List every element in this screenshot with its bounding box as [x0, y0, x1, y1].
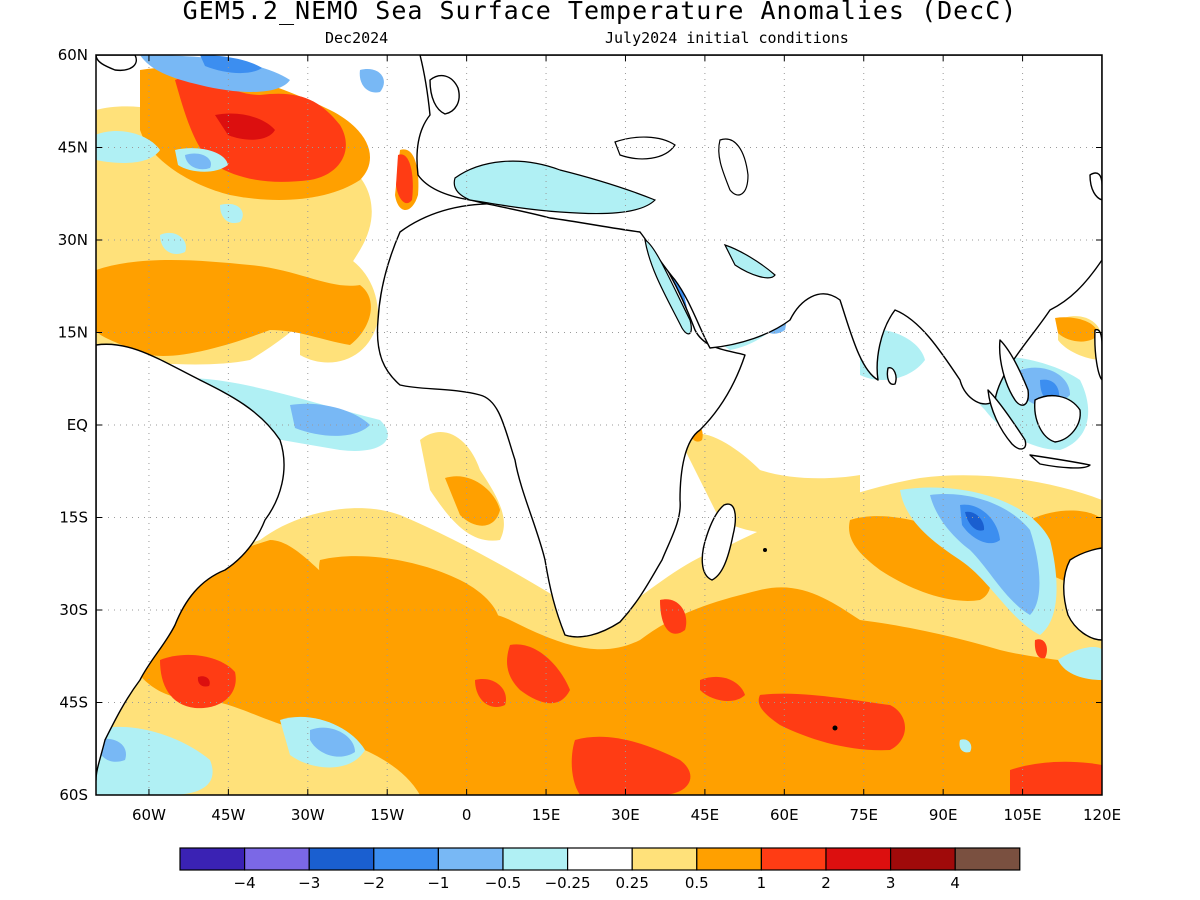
longitude-label: 105E: [1004, 806, 1042, 824]
colorbar: −4 −3 −2 −1 −0.5 −0.25 0.25 0.5 1 2 3 4: [179, 847, 1021, 892]
colorbar-label: −0.5: [485, 874, 521, 892]
colorbar-swatch: [631, 847, 698, 871]
red-sea: [644, 238, 692, 335]
colorbar-swatch: [825, 847, 892, 871]
latitude-label: 15S: [59, 509, 88, 527]
longitude-label: 15W: [370, 806, 404, 824]
greenland-iceland-outline: [96, 55, 137, 72]
map-title: GEM5.2_NEMO Sea Surface Temperature Anom…: [182, 0, 1018, 25]
sri-lanka-outline: [886, 367, 897, 385]
borneo-outline: [1034, 394, 1081, 443]
longitude-label: 60W: [132, 806, 166, 824]
longitude-label: 75E: [849, 806, 878, 824]
colorbar-swatch: [437, 847, 504, 871]
inland-seas: [453, 136, 776, 335]
longitude-labels: 60W 45W 30W 15W 0 15E 30E 45E 60E 75E 90E 105E 120E: [132, 806, 1121, 824]
axis-ticks: [96, 54, 1103, 796]
colorbar-label: −3: [298, 874, 320, 892]
colorbar-label: 3: [886, 874, 896, 892]
latitude-label: 30S: [59, 601, 88, 619]
persian-gulf: [723, 243, 776, 279]
colorbar-swatch: [373, 847, 439, 871]
philippines-outline: [1094, 328, 1102, 381]
latitude-label: 45S: [59, 694, 88, 712]
latitude-label: 30N: [58, 231, 88, 249]
longitude-label: 45W: [211, 806, 245, 824]
colorbar-swatch: [566, 847, 633, 871]
colorbar-swatch: [244, 847, 310, 871]
latitude-label: EQ: [67, 416, 88, 434]
longitude-label: 90E: [929, 806, 958, 824]
longitude-label: 15E: [532, 806, 561, 824]
colorbar-label: 1: [757, 874, 767, 892]
japan-outline: [1089, 172, 1102, 201]
sumatra-outline: [987, 389, 1027, 450]
colorbar-swatch: [889, 847, 956, 871]
kerguelen-island: [832, 725, 838, 731]
latitude-label: 45N: [58, 139, 88, 157]
madagascar-outline: [701, 503, 736, 581]
australia-outline: [1063, 547, 1102, 641]
colorbar-swatch: [760, 847, 827, 871]
mascarene-islands: [763, 548, 767, 552]
south-america-outline: [96, 343, 285, 781]
longitude-label: 30E: [611, 806, 640, 824]
black-sea: [614, 136, 676, 160]
caspian-sea: [718, 138, 749, 196]
indochina-outline: [998, 339, 1030, 406]
latitude-label: 60N: [58, 46, 88, 64]
colorbar-label: −1: [427, 874, 449, 892]
anomaly-field: [96, 55, 1102, 795]
colorbar-label: 2: [821, 874, 831, 892]
colorbar-label: 0.25: [615, 874, 648, 892]
latitude-label: 60S: [59, 786, 88, 804]
colorbar-swatch: [179, 847, 246, 871]
longitude-label: 45E: [691, 806, 720, 824]
colorbar-label: 4: [950, 874, 960, 892]
very-strong-warm-fill: [197, 113, 275, 687]
colorbar-label: −2: [363, 874, 385, 892]
latitude-label: 15N: [58, 324, 88, 342]
forecast-month-label: Dec2024: [325, 29, 389, 47]
longitude-label: 0: [462, 806, 472, 824]
colorbar-label: −4: [234, 874, 256, 892]
colorbar-label: 0.5: [685, 874, 709, 892]
latitude-labels: 60N 45N 30N 15N EQ 15S 30S 45S 60S: [58, 46, 88, 804]
mediterranean-sea: [453, 160, 657, 215]
eurasia-outline: [416, 55, 1102, 405]
longitude-label: 120E: [1083, 806, 1121, 824]
colorbar-swatch: [954, 847, 1021, 871]
initial-conditions-label: July2024 initial conditions: [605, 29, 849, 47]
colorbar-swatch: [696, 847, 762, 871]
uk-outline: [429, 74, 460, 115]
coastlines: [96, 55, 1102, 781]
colorbar-swatch: [502, 847, 569, 871]
strong-cool-fill: [965, 511, 985, 531]
colorbar-swatch: [308, 847, 375, 871]
colorbar-label: −0.25: [545, 874, 591, 892]
java-outline: [1029, 454, 1091, 469]
longitude-label: 60E: [770, 806, 799, 824]
longitude-label: 30W: [291, 806, 325, 824]
